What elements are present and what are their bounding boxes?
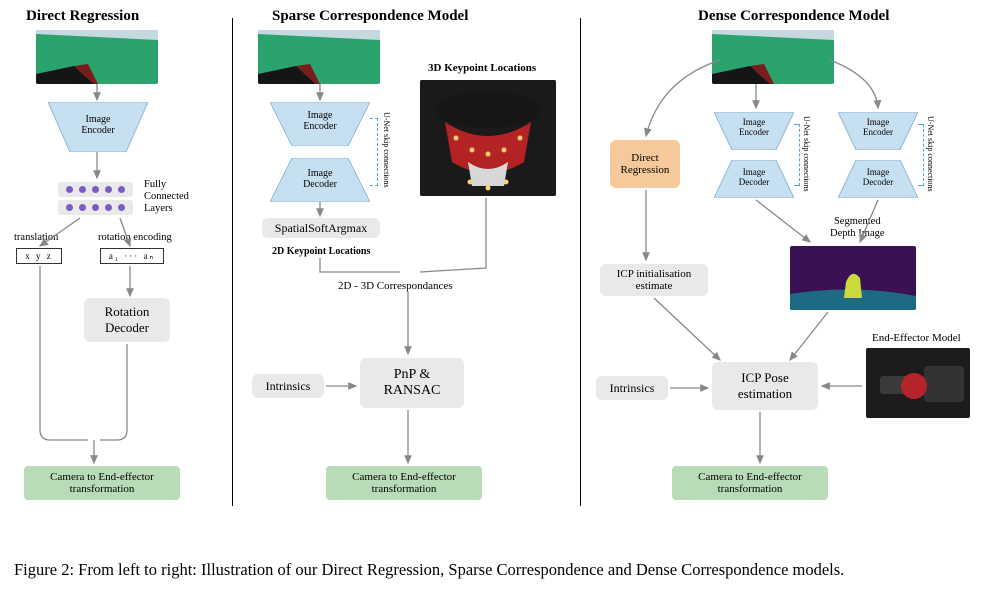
col3-decoder1: Image Decoder xyxy=(714,160,794,198)
title-col1: Direct Regression xyxy=(26,8,139,25)
col1-translation-label: translation xyxy=(14,232,58,244)
col2-encoder: Image Encoder xyxy=(270,102,370,146)
col1-output: Camera to End-effector transformation xyxy=(24,466,180,500)
col3-decoder2: Image Decoder xyxy=(838,160,918,198)
col1-rotation-decoder: Rotation Decoder xyxy=(84,298,170,342)
separator-1 xyxy=(232,18,233,506)
title-col3: Dense Correspondence Model xyxy=(698,8,889,25)
col2-decoder: Image Decoder xyxy=(270,158,370,202)
separator-2 xyxy=(580,18,581,506)
col2-skip-label: U-Net skip connections xyxy=(382,112,391,188)
col3-dec2-label: Image Decoder xyxy=(838,168,918,188)
col3-ee-model-label: End-Effector Model xyxy=(872,332,961,345)
col2-decoder-label: Image Decoder xyxy=(270,168,370,190)
col1-rotvals: a₁ ··· aₙ xyxy=(100,248,164,264)
col2-corresp: 2D - 3D Correspondances xyxy=(338,280,453,293)
col2-kp2d: 2D Keypoint Locations xyxy=(272,246,370,258)
col3-icp-init: ICP initialisation estimate xyxy=(600,264,708,296)
diagram-canvas: Direct Regression Sparse Correspondence … xyxy=(0,0,983,599)
col3-segdepth-label: Segmented Depth Image xyxy=(830,216,885,240)
col3-skip2 xyxy=(918,124,924,186)
col3-dec1-label: Image Decoder xyxy=(714,168,794,188)
col3-enc2-label: Image Encoder xyxy=(838,118,918,138)
col2-kp3d-label: 3D Keypoint Locations xyxy=(428,62,536,75)
col3-input-image xyxy=(712,30,834,84)
col1-xyz: x y z xyxy=(16,248,62,264)
col3-direct-regression: Direct Regression xyxy=(610,140,680,188)
col3-icp: ICP Pose estimation xyxy=(712,362,818,410)
col2-encoder-label: Image Encoder xyxy=(270,110,370,132)
col1-encoder: Image Encoder xyxy=(48,102,148,152)
col3-ee-model-image xyxy=(866,348,970,418)
col3-skip2-label: U-Net skip connections xyxy=(926,116,935,192)
col1-fc-row1 xyxy=(58,182,133,197)
col3-skip1 xyxy=(794,124,800,186)
figure-caption: Figure 2: From left to right: Illustrati… xyxy=(14,559,969,581)
col3-enc1-label: Image Encoder xyxy=(714,118,794,138)
title-col2: Sparse Correspondence Model xyxy=(272,8,468,25)
col3-skip1-label: U-Net skip connections xyxy=(802,116,811,192)
col1-rotation-label: rotation encoding xyxy=(98,232,172,244)
col3-encoder1: Image Encoder xyxy=(714,112,794,150)
col3-intrinsics: Intrinsics xyxy=(596,376,668,400)
col2-output: Camera to End-effector transformation xyxy=(326,466,482,500)
col1-encoder-label: Image Encoder xyxy=(48,114,148,136)
col1-fc-label: Fully Connected Layers xyxy=(144,179,189,215)
col2-input-image xyxy=(258,30,380,84)
col2-pnp: PnP & RANSAC xyxy=(360,358,464,408)
col1-fc-row2 xyxy=(58,200,133,215)
col3-encoder2: Image Encoder xyxy=(838,112,918,150)
col2-gripper-image xyxy=(420,80,556,196)
col3-depth-image xyxy=(790,246,916,310)
col3-output: Camera to End-effector transformation xyxy=(672,466,828,500)
col2-intrinsics: Intrinsics xyxy=(252,374,324,398)
col1-input-image xyxy=(36,30,158,84)
col2-softargmax: SpatialSoftArgmax xyxy=(262,218,380,238)
col2-skip-brace xyxy=(370,118,378,186)
